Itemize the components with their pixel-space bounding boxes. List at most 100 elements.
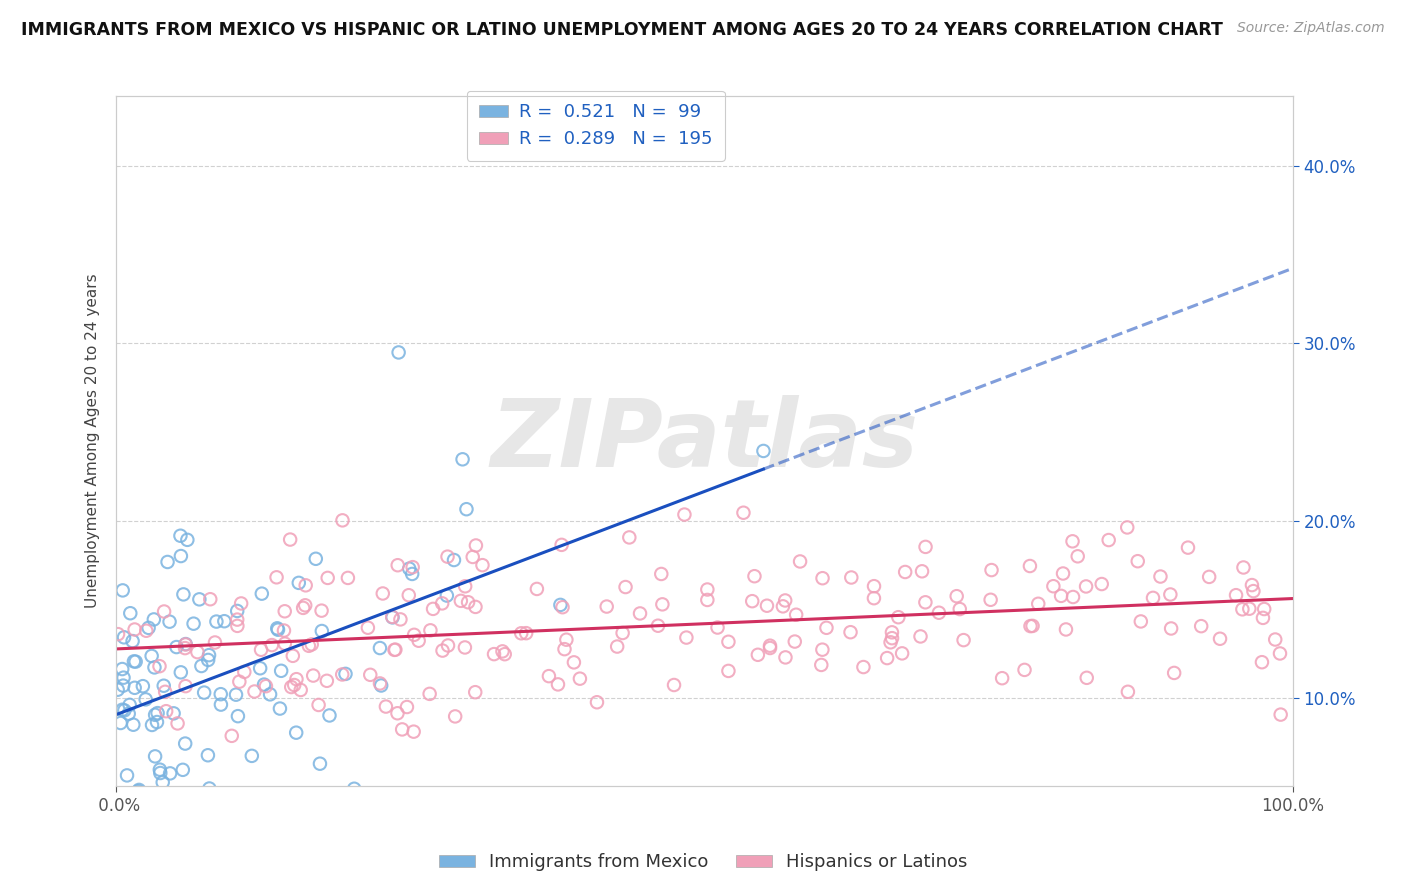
- Point: [1189, 619, 1212, 633]
- Point: [450, 594, 472, 608]
- Point: [266, 621, 288, 635]
- Point: [454, 640, 477, 655]
- Point: [526, 582, 548, 596]
- Point: [914, 595, 936, 609]
- Point: [278, 533, 301, 547]
- Point: [197, 748, 219, 763]
- Point: [111, 703, 134, 717]
- Point: [1126, 554, 1149, 568]
- Point: [135, 624, 157, 638]
- Point: [368, 676, 391, 690]
- Point: [233, 665, 256, 679]
- Point: [391, 723, 413, 737]
- Point: [139, 797, 162, 811]
- Point: [773, 593, 796, 607]
- Point: [395, 700, 418, 714]
- Point: [1225, 588, 1247, 602]
- Point: [863, 591, 886, 606]
- Point: [370, 678, 392, 692]
- Point: [1232, 560, 1254, 574]
- Point: [149, 766, 172, 780]
- Point: [111, 662, 134, 676]
- Point: [880, 631, 903, 645]
- Point: [443, 553, 465, 567]
- Point: [1054, 623, 1077, 637]
- Point: [294, 578, 316, 592]
- Point: [170, 549, 193, 563]
- Point: [197, 653, 219, 667]
- Point: [430, 596, 453, 610]
- Point: [249, 661, 271, 675]
- Point: [240, 748, 263, 763]
- Point: [464, 539, 486, 553]
- Point: [389, 612, 412, 626]
- Point: [174, 641, 197, 656]
- Point: [336, 571, 359, 585]
- Point: [209, 698, 232, 712]
- Point: [153, 605, 176, 619]
- Legend: Immigrants from Mexico, Hispanics or Latinos: Immigrants from Mexico, Hispanics or Lat…: [432, 847, 974, 879]
- Point: [1021, 619, 1043, 633]
- Point: [135, 692, 157, 706]
- Point: [381, 610, 404, 624]
- Point: [107, 627, 129, 641]
- Point: [1209, 632, 1232, 646]
- Point: [928, 606, 950, 620]
- Point: [980, 592, 1002, 607]
- Point: [696, 582, 718, 597]
- Point: [115, 768, 138, 782]
- Point: [586, 695, 609, 709]
- Point: [311, 624, 333, 638]
- Point: [614, 580, 637, 594]
- Point: [162, 706, 184, 721]
- Point: [200, 592, 222, 607]
- Point: [387, 706, 409, 721]
- Point: [1116, 520, 1139, 534]
- Point: [318, 708, 340, 723]
- Point: [619, 530, 641, 544]
- Point: [461, 549, 484, 564]
- Point: [949, 602, 972, 616]
- Point: [1019, 619, 1042, 633]
- Y-axis label: Unemployment Among Ages 20 to 24 years: Unemployment Among Ages 20 to 24 years: [86, 274, 100, 608]
- Point: [120, 606, 142, 620]
- Point: [717, 634, 740, 648]
- Point: [176, 533, 198, 547]
- Point: [651, 598, 673, 612]
- Point: [190, 659, 212, 673]
- Point: [457, 595, 479, 609]
- Point: [1159, 587, 1181, 601]
- Point: [274, 637, 297, 651]
- Point: [1251, 611, 1274, 625]
- Point: [112, 671, 135, 685]
- Point: [1129, 615, 1152, 629]
- Point: [269, 701, 291, 715]
- Point: [880, 625, 903, 640]
- Point: [1239, 601, 1261, 615]
- Point: [1198, 570, 1220, 584]
- Point: [811, 642, 834, 657]
- Point: [330, 667, 353, 681]
- Point: [138, 621, 160, 635]
- Point: [243, 684, 266, 698]
- Point: [292, 600, 315, 615]
- Point: [118, 706, 141, 721]
- Point: [1160, 622, 1182, 636]
- Point: [124, 681, 146, 695]
- Point: [537, 669, 560, 683]
- Point: [170, 665, 193, 680]
- Point: [388, 345, 411, 359]
- Point: [550, 538, 572, 552]
- Point: [176, 797, 198, 811]
- Point: [673, 508, 696, 522]
- Point: [408, 633, 430, 648]
- Point: [464, 599, 486, 614]
- Point: [606, 640, 628, 654]
- Point: [169, 529, 191, 543]
- Point: [1026, 597, 1049, 611]
- Point: [285, 672, 308, 686]
- Point: [422, 602, 444, 616]
- Point: [815, 621, 838, 635]
- Point: [1163, 665, 1185, 680]
- Point: [141, 718, 163, 732]
